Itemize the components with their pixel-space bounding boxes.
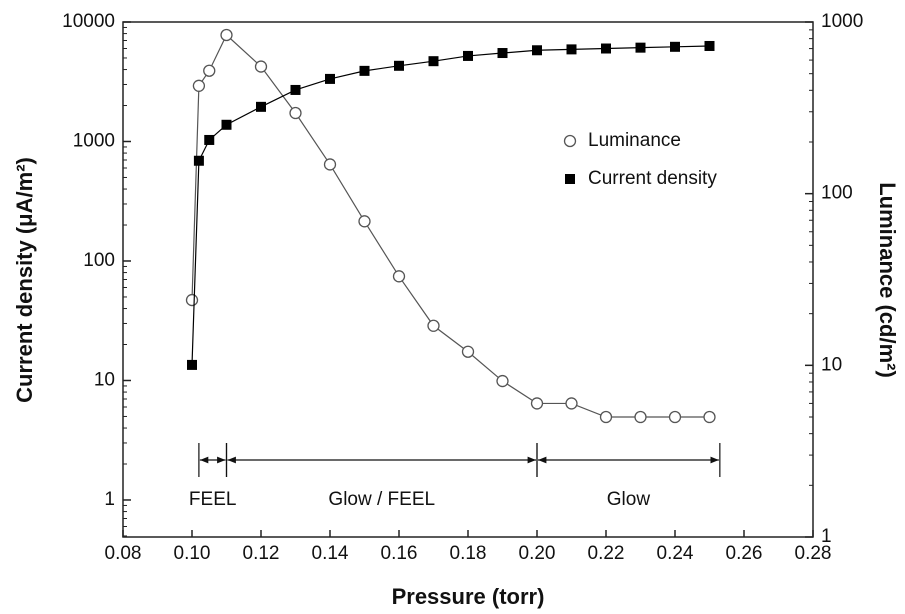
marker bbox=[703, 410, 716, 424]
y-tick-label: 1 bbox=[104, 489, 115, 510]
series-line bbox=[191, 45, 710, 365]
marker bbox=[427, 319, 440, 332]
marker bbox=[601, 43, 611, 54]
marker bbox=[187, 359, 197, 370]
x-tick-label: 0.26 bbox=[726, 543, 763, 564]
marker bbox=[496, 374, 509, 388]
x-tick-label: 0.28 bbox=[795, 543, 832, 564]
marker bbox=[256, 101, 266, 112]
marker bbox=[185, 293, 199, 307]
marker bbox=[461, 345, 475, 358]
marker bbox=[566, 44, 577, 55]
marker bbox=[290, 84, 301, 95]
x-axis-title: Pressure (torr) bbox=[392, 584, 545, 609]
marker bbox=[463, 50, 473, 61]
x-tick-label: 0.24 bbox=[657, 543, 694, 564]
marker bbox=[565, 397, 578, 410]
marker bbox=[204, 134, 215, 145]
marker bbox=[193, 155, 204, 166]
region-label: Glow bbox=[607, 489, 651, 510]
marker bbox=[634, 410, 647, 424]
y2-tick-label: 10 bbox=[821, 354, 842, 375]
legend-marker bbox=[563, 134, 577, 148]
marker bbox=[670, 41, 680, 52]
marker bbox=[599, 410, 613, 424]
marker bbox=[428, 56, 439, 67]
y2-axis-title: Luminance (cd/m²) bbox=[875, 182, 900, 378]
x-tick-label: 0.08 bbox=[105, 543, 142, 564]
marker bbox=[358, 215, 371, 228]
legend-marker bbox=[565, 174, 575, 184]
marker bbox=[530, 397, 544, 410]
marker bbox=[392, 270, 406, 283]
marker bbox=[289, 106, 302, 120]
y2-tick-label: 100 bbox=[821, 183, 853, 204]
legend-label: Current density bbox=[588, 168, 717, 189]
y2-tick-label: 1 bbox=[821, 526, 832, 547]
marker bbox=[192, 79, 206, 92]
series-line bbox=[191, 34, 710, 418]
x-tick-label: 0.10 bbox=[174, 543, 211, 564]
legend-label: Luminance bbox=[588, 130, 681, 151]
marker bbox=[359, 65, 370, 76]
marker bbox=[532, 45, 542, 56]
x-tick-label: 0.12 bbox=[243, 543, 280, 564]
y-tick-label: 10 bbox=[94, 370, 115, 391]
x-tick-label: 0.22 bbox=[588, 543, 625, 564]
x-tick-label: 0.20 bbox=[519, 543, 556, 564]
x-tick-label: 0.16 bbox=[381, 543, 418, 564]
marker bbox=[394, 60, 404, 71]
x-tick-label: 0.18 bbox=[450, 543, 487, 564]
region-label: FEEL bbox=[189, 489, 237, 510]
y-tick-label: 100 bbox=[83, 250, 115, 271]
x-tick-label: 0.14 bbox=[312, 543, 349, 564]
marker bbox=[221, 119, 232, 130]
y-tick-label: 1000 bbox=[73, 131, 115, 152]
marker bbox=[635, 42, 646, 53]
marker bbox=[220, 28, 233, 42]
marker bbox=[704, 40, 715, 51]
marker bbox=[497, 48, 508, 59]
marker bbox=[254, 60, 268, 73]
marker bbox=[668, 410, 682, 424]
marker bbox=[325, 73, 335, 84]
marker bbox=[323, 158, 337, 171]
marker bbox=[203, 64, 216, 77]
y2-tick-label: 1000 bbox=[821, 11, 863, 32]
y-tick-label: 10000 bbox=[62, 11, 115, 32]
region-label: Glow / FEEL bbox=[328, 489, 435, 510]
y-axis-title: Current density (μA/m²) bbox=[12, 157, 37, 403]
